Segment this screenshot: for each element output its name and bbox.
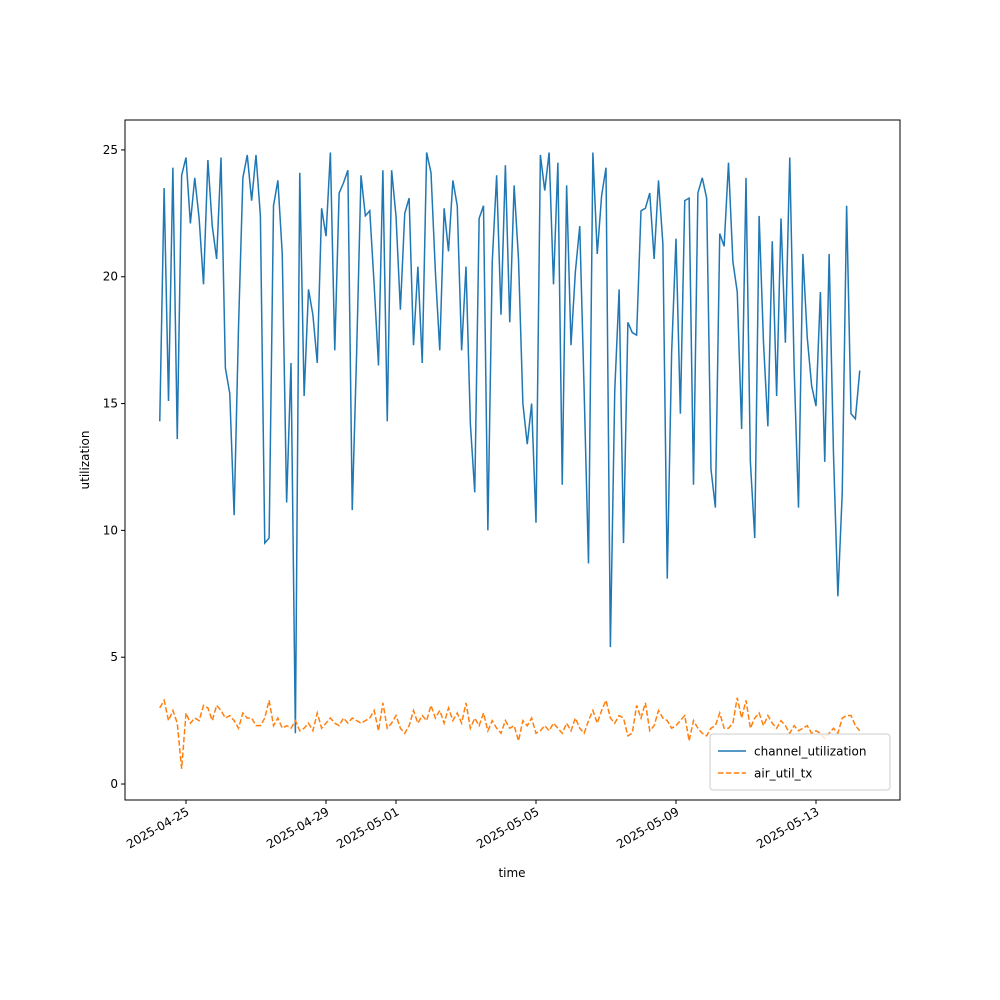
legend-label: air_util_tx [754, 767, 812, 781]
data-line [159, 697, 861, 769]
y-tick-label: 20 [103, 270, 118, 284]
y-tick-label: 5 [110, 650, 118, 664]
data-line [159, 152, 861, 734]
plot-frame [124, 119, 901, 801]
y-tick-label: 15 [103, 397, 118, 411]
y-axis-label: utilization [78, 431, 92, 490]
x-axis-label: time [498, 866, 525, 880]
y-tick-label: 25 [103, 143, 118, 157]
legend-box [709, 733, 891, 791]
legend: channel_utilization air_util_tx [709, 733, 891, 791]
legend-label: channel_utilization [754, 745, 866, 759]
y-tick-label: 10 [103, 523, 118, 537]
y-tick-label: 0 [110, 777, 118, 791]
